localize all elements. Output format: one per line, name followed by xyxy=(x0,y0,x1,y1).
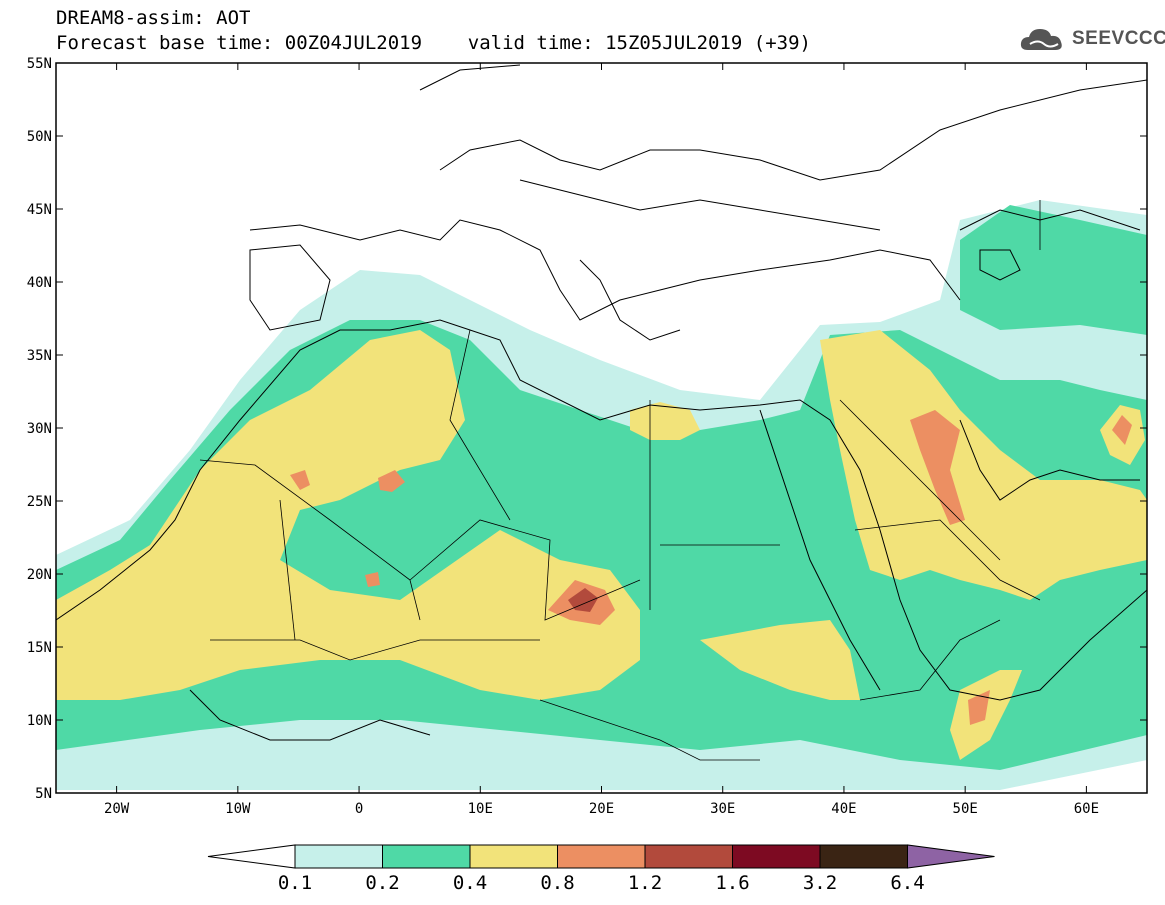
cloud-icon xyxy=(1020,29,1062,50)
colorbar-label: 3.2 xyxy=(803,872,837,894)
lat-tick-label: 15N xyxy=(27,640,52,656)
colorbar-swatch xyxy=(382,844,471,869)
colorbar-label: 0.8 xyxy=(540,872,574,894)
lat-tick-label: 25N xyxy=(27,494,52,510)
aot-contour-1.2 xyxy=(568,588,598,612)
colorbar-swatch xyxy=(557,844,646,869)
lon-tick-label: 20W xyxy=(104,801,130,817)
latitude-axis: 55N 50N 45N 40N 35N 30N 25N 20N 15N 10N 5N xyxy=(27,56,1147,802)
lat-tick-label: 5N xyxy=(35,786,52,802)
lon-tick-label: 20E xyxy=(589,801,614,817)
forecast-time-line: Forecast base time: 00Z04JUL2019 valid t… xyxy=(56,32,811,54)
lat-tick-label: 55N xyxy=(27,56,52,72)
lat-tick-label: 30N xyxy=(27,421,52,437)
lon-tick-label: 0 xyxy=(355,801,363,817)
colorbar-label: 6.4 xyxy=(890,872,924,894)
lat-tick-label: 35N xyxy=(27,348,52,364)
lon-tick-label: 60E xyxy=(1074,801,1099,817)
lat-tick-label: 40N xyxy=(27,275,52,291)
lat-tick-label: 10N xyxy=(27,713,52,729)
aot-contour-0.8 xyxy=(910,410,965,525)
colorbar-swatch xyxy=(732,844,821,869)
colorbar-swatch xyxy=(644,844,733,869)
colorbar-swatch xyxy=(819,844,908,869)
lat-tick-label: 45N xyxy=(27,202,52,218)
seevccc-logo: SEEVCCC xyxy=(1018,24,1165,54)
colorbar-swatch xyxy=(469,844,558,869)
lon-tick-label: 10W xyxy=(225,801,251,817)
logo-text: SEEVCCC xyxy=(1072,28,1165,49)
aot-contour-0.4 xyxy=(56,330,640,700)
longitude-axis: 20W 10W 0 10E 20E 30E 40E 50E 60E xyxy=(104,63,1099,817)
country-borders xyxy=(199,200,1041,761)
coastlines xyxy=(56,64,1147,741)
lon-tick-label: 50E xyxy=(953,801,978,817)
colorbar-low-arrow xyxy=(207,844,296,869)
lon-tick-label: 40E xyxy=(831,801,856,817)
colorbar-label: 0.1 xyxy=(278,872,312,894)
lon-tick-label: 10E xyxy=(468,801,493,817)
colorbar: 0.1 0.2 0.4 0.8 1.2 1.6 3.2 6.4 xyxy=(207,844,995,894)
lat-tick-label: 50N xyxy=(27,129,52,145)
colorbar-label: 1.2 xyxy=(628,872,662,894)
colorbar-label: 1.6 xyxy=(715,872,749,894)
colorbar-label: 0.2 xyxy=(365,872,399,894)
colorbar-high-arrow xyxy=(907,844,995,869)
colorbar-label: 0.4 xyxy=(453,872,487,894)
lat-tick-label: 20N xyxy=(27,567,52,583)
lon-tick-label: 30E xyxy=(710,801,735,817)
aot-field xyxy=(56,200,1147,790)
chart-title: DREAM8-assim: AOT xyxy=(56,7,251,29)
colorbar-swatch xyxy=(294,844,383,869)
